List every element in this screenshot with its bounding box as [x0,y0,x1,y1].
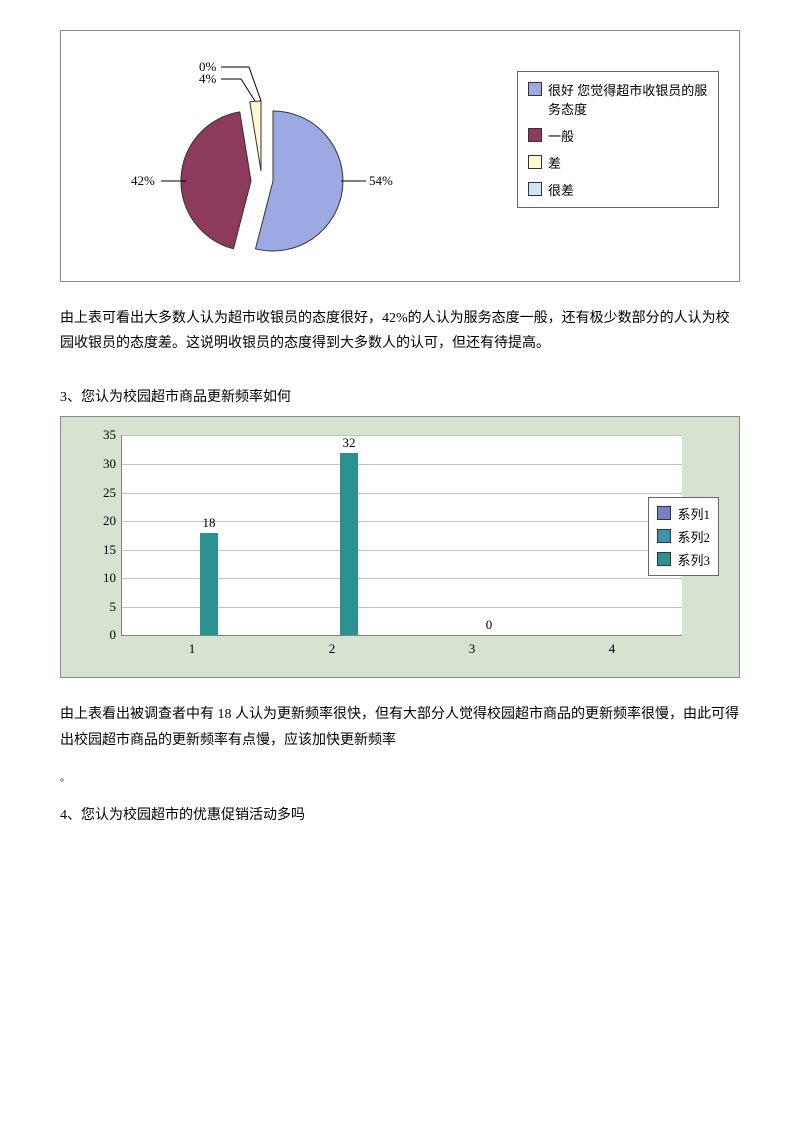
y-tick-label: 25 [103,485,122,501]
grid-line [122,493,682,494]
legend-label: 系列2 [677,527,710,546]
grid-line [122,464,682,465]
pct-42: 42% [131,173,155,188]
y-tick-label: 20 [103,513,122,529]
legend-label: 系列1 [677,504,710,523]
pct-54: 54% [369,173,393,188]
legend-swatch [657,529,671,543]
legend-label: 很差 [548,180,574,199]
legend-item: 系列2 [657,527,710,546]
legend-item: 一般 [528,126,708,145]
bar-value-label: 18 [203,515,216,533]
question-3-heading: 3、您认为校园超市商品更新频率如何 [60,386,740,406]
legend-label: 一般 [548,126,574,145]
x-tick-label: 4 [609,635,616,657]
legend-item: 很差 [528,180,708,199]
paragraph-2: 由上表看出被调查者中有 18 人认为更新频率很快，但有大部分人觉得校园超市商品的… [60,702,740,752]
legend-swatch [657,552,671,566]
legend-item: 系列3 [657,550,710,569]
paragraph-1: 由上表可看出大多数人认为超市收银员的态度很好，42%的人认为服务态度一般，还有极… [60,306,740,356]
legend-swatch [528,128,542,142]
legend-label: 很好 您觉得超市收银员的服务态度 [548,80,708,118]
legend-swatch [657,506,671,520]
bar-chart: 05101520253035118232304 系列1 系列2 系列3 [61,417,739,677]
legend-label: 系列3 [677,550,710,569]
bar: 18 [200,533,218,636]
trailing-punct: 。 [60,769,740,784]
pct-0: 0% [199,61,217,74]
x-tick-label: 2 [329,635,336,657]
pie-slice-good [256,111,343,251]
legend-item: 很好 您觉得超市收银员的服务态度 [528,80,708,118]
y-tick-label: 15 [103,542,122,558]
document-page: 54% 42% 4% 0% 很好 您觉得超市收银员的服务态度 一般 [0,0,800,874]
legend-item: 差 [528,153,708,172]
bar-chart-box: 05101520253035118232304 系列1 系列2 系列3 [60,416,740,678]
pie-chart: 54% 42% 4% 0% 很好 您觉得超市收银员的服务态度 一般 [71,41,729,271]
legend-swatch [528,155,542,169]
pie-legend: 很好 您觉得超市收银员的服务态度 一般 差 很差 [517,71,719,208]
pie-svg: 54% 42% 4% 0% [131,61,411,271]
legend-label: 差 [548,153,561,172]
bar-plot-area: 05101520253035118232304 [121,435,682,636]
legend-item: 系列1 [657,504,710,523]
grid-line [122,435,682,436]
x-tick-label: 3 [469,635,476,657]
question-4-heading: 4、您认为校园超市的优惠促销活动多吗 [60,804,740,824]
x-tick-label: 1 [189,635,196,657]
y-tick-label: 5 [110,599,123,615]
legend-swatch [528,82,542,96]
bar-value-label: 32 [343,435,356,453]
bar: 32 [340,453,358,636]
bar-value-label: 0 [486,617,493,635]
bar-legend: 系列1 系列2 系列3 [648,497,719,576]
pie-chart-box: 54% 42% 4% 0% 很好 您觉得超市收银员的服务态度 一般 [60,30,740,282]
pie-slice-bad [250,101,261,171]
y-tick-label: 10 [103,570,122,586]
legend-swatch [528,182,542,196]
y-tick-label: 30 [103,456,122,472]
y-tick-label: 35 [103,427,122,443]
y-tick-label: 0 [110,627,123,643]
pie-slice-normal [181,112,251,249]
